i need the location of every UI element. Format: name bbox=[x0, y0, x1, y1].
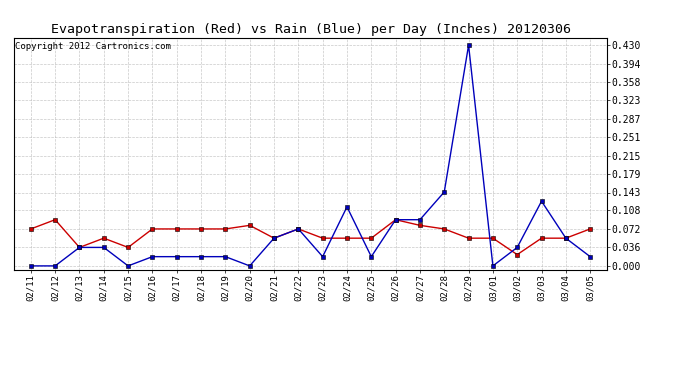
Title: Evapotranspiration (Red) vs Rain (Blue) per Day (Inches) 20120306: Evapotranspiration (Red) vs Rain (Blue) … bbox=[50, 23, 571, 36]
Text: Copyright 2012 Cartronics.com: Copyright 2012 Cartronics.com bbox=[15, 42, 171, 51]
